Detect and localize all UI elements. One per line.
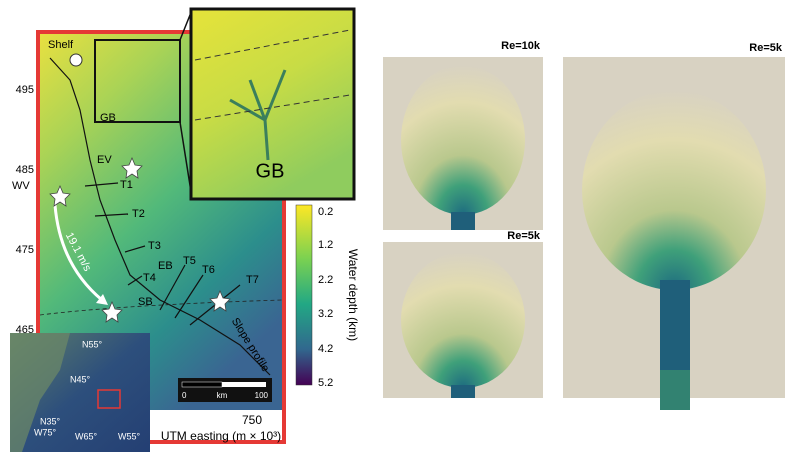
x-axis-label: UTM easting (m × 10³) [161,429,281,443]
colorbar-tick: 2.2 [318,274,333,286]
scale-bar [222,382,266,387]
y-tick-label: 485 [16,164,34,176]
sim-stem [451,212,475,230]
colorbar-tick: 3.2 [318,308,333,320]
scale-label: 0 [182,391,187,400]
y-tick-label: 475 [16,244,34,256]
transect-label: T6 [202,264,215,276]
sim-stem-front [660,370,690,410]
transect-label: T7 [246,274,259,286]
colorbar-tick: 0.2 [318,206,333,218]
transect-label: T2 [132,208,145,220]
sim-fan [401,252,525,388]
scale-label: 100 [255,391,269,400]
scale-bar [182,382,222,387]
lat-label: N55° [82,339,103,349]
x-tick-label: 750 [242,413,262,427]
lon-label: W65° [75,431,98,441]
site-label: WV [12,180,30,192]
lon-label: W75° [34,427,57,437]
colorbar-label: Water depth (km) [346,249,360,341]
y-tick-label: 495 [16,84,34,96]
scale-label: km [217,391,228,400]
transect-label: T1 [120,179,133,191]
panel-label: Re=5k [507,230,541,242]
colorbar-tick: 4.2 [318,343,333,355]
sim-stem [451,385,475,398]
panel-label: Re=10k [501,40,541,52]
colorbar-tick: 5.2 [318,377,333,389]
transect-label: T4 [143,272,156,284]
colorbar [296,205,312,385]
panel-label: Re=5k [749,42,783,54]
figure: GB Shelf 495 485 475 465 GB EV WV EB SB … [0,0,792,453]
sim-fan [401,65,525,215]
site-label: SB [138,296,153,308]
lat-label: N35° [40,416,61,426]
shelf-label: Shelf [48,39,74,51]
lat-label: N45° [70,374,91,384]
site-label: GB [100,112,116,124]
sim-fan [582,90,766,290]
site-label: EV [97,154,112,166]
marker-circle [70,54,82,66]
transect-label: T5 [183,255,196,267]
lon-label: W55° [118,431,141,441]
colorbar-tick: 1.2 [318,239,333,251]
site-label: EB [158,260,173,272]
zoom-label: GB [256,160,285,182]
transect-label: T3 [148,240,161,252]
